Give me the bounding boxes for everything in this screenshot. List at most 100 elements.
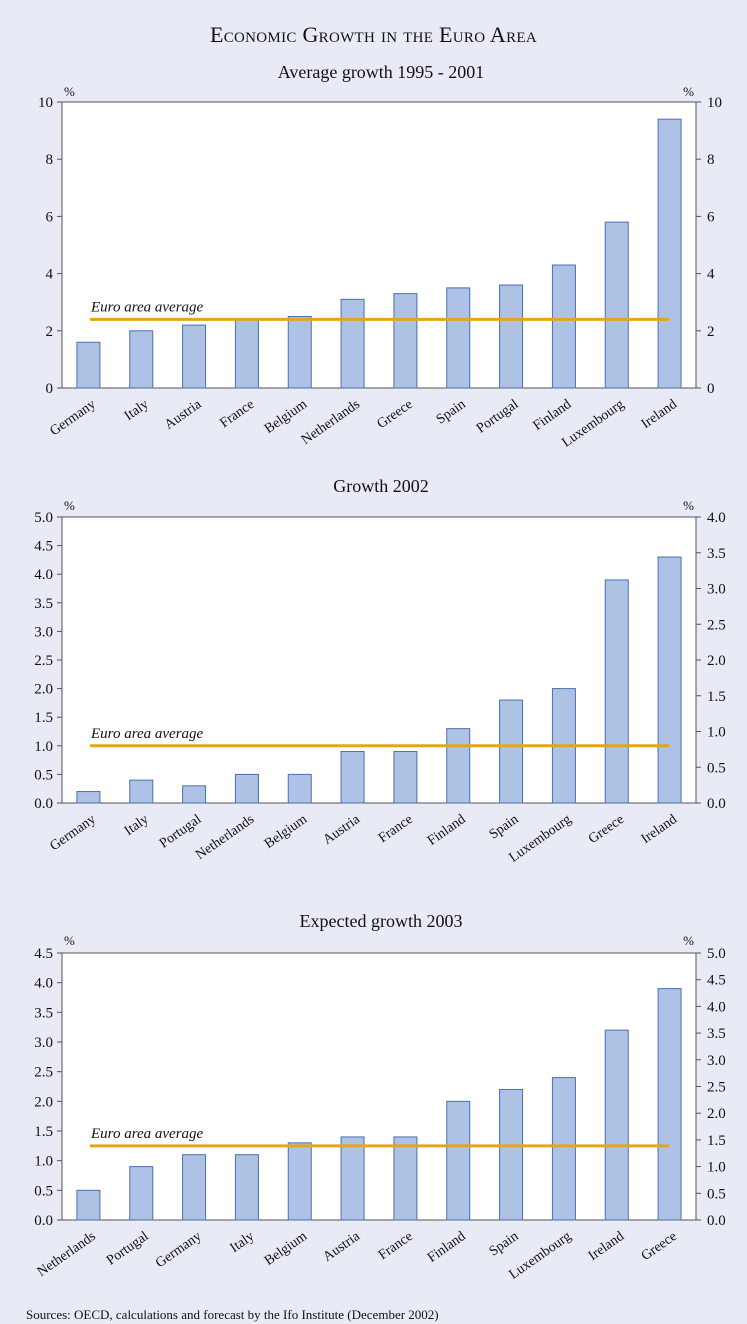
chart-subtitle: Average growth 1995 - 2001 bbox=[278, 62, 485, 82]
bar-france bbox=[393, 1136, 418, 1221]
left-tick-label: 0.5 bbox=[34, 1183, 53, 1199]
left-tick-label: 2.5 bbox=[34, 653, 53, 669]
category-label: Netherlands bbox=[299, 397, 363, 448]
right-tick-label: 2.0 bbox=[707, 1106, 726, 1122]
bar-finland bbox=[446, 728, 471, 804]
right-tick-label: 5.0 bbox=[707, 946, 726, 962]
right-tick-label: 10 bbox=[707, 95, 722, 111]
bar-france bbox=[393, 751, 418, 804]
left-tick-label: 2.0 bbox=[34, 682, 53, 698]
chart-avg-growth-1995-2001: Average growth 1995 - 2001% % 0 2 4 6 8 10 0 2 4 6 8… bbox=[38, 62, 722, 451]
category-label: Ireland bbox=[639, 397, 680, 432]
bar-netherlands bbox=[76, 1189, 101, 1221]
category-label: Italy bbox=[122, 397, 152, 424]
bar-finland bbox=[551, 264, 576, 389]
right-axis-unit: % bbox=[683, 498, 694, 513]
left-tick-label: 0.0 bbox=[34, 796, 53, 812]
bar-spain bbox=[499, 699, 524, 804]
right-tick-label: 4.0 bbox=[707, 510, 726, 526]
category-label: Germany bbox=[153, 1229, 204, 1271]
euro-average-label: Euro area average bbox=[90, 726, 204, 742]
bar-austria bbox=[340, 1136, 365, 1221]
right-tick-label: 2.5 bbox=[707, 617, 726, 633]
right-tick-label: 0.0 bbox=[707, 796, 726, 812]
bar-ireland bbox=[657, 556, 682, 804]
bar-austria bbox=[182, 324, 207, 389]
bar-france bbox=[234, 318, 259, 389]
left-tick-label: 4 bbox=[46, 267, 54, 283]
category-label: Greece bbox=[639, 1229, 680, 1264]
bar-belgium bbox=[287, 773, 312, 804]
category-label: Belgium bbox=[262, 1229, 310, 1269]
left-tick-label: 6 bbox=[46, 209, 54, 225]
left-tick-label: 4.5 bbox=[34, 539, 53, 555]
left-axis-unit: % bbox=[64, 84, 75, 99]
category-label: Portugal bbox=[104, 1229, 152, 1269]
left-axis-unit: % bbox=[64, 933, 75, 948]
bar-luxembourg bbox=[551, 1077, 576, 1221]
category-label: Spain bbox=[487, 812, 522, 843]
right-tick-label: 0.5 bbox=[707, 760, 726, 776]
right-tick-label: 3.0 bbox=[707, 1053, 726, 1069]
left-tick-label: 4.0 bbox=[34, 567, 53, 583]
chart-expected-growth-2003: Expected growth 2003% % 0.0 0.5 1.0 1.5 2.0 2.5… bbox=[34, 911, 726, 1283]
left-tick-label: 1.5 bbox=[34, 1124, 53, 1140]
bar-greece bbox=[657, 988, 682, 1221]
right-tick-label: 1.0 bbox=[707, 725, 726, 741]
chart-growth-2002: Growth 2002% % 0.0 0.5 1.0 1.5 2.0 2.5 3.0 3.5 4.0… bbox=[34, 476, 726, 866]
left-tick-label: 0.5 bbox=[34, 767, 53, 783]
left-tick-label: 2 bbox=[46, 324, 54, 340]
left-tick-label: 1.0 bbox=[34, 1154, 53, 1170]
category-label: Netherlands bbox=[193, 812, 257, 863]
bar-italy bbox=[234, 1154, 259, 1221]
bar-spain bbox=[499, 1088, 524, 1221]
right-tick-label: 3.5 bbox=[707, 1026, 726, 1042]
bar-ireland bbox=[657, 118, 682, 389]
category-label: Portugal bbox=[474, 397, 522, 437]
category-label: France bbox=[376, 1229, 416, 1263]
euro-average-label: Euro area average bbox=[90, 1126, 204, 1142]
right-tick-label: 4 bbox=[707, 267, 715, 283]
plot-area bbox=[61, 516, 697, 804]
category-label: Finland bbox=[531, 397, 575, 434]
bar-portugal bbox=[499, 284, 524, 389]
category-label: Spain bbox=[434, 397, 469, 428]
plot-area bbox=[61, 101, 697, 389]
category-label: Belgium bbox=[262, 397, 310, 437]
bar-portugal bbox=[129, 1166, 154, 1221]
left-tick-label: 1.5 bbox=[34, 710, 53, 726]
chart-subtitle: Growth 2002 bbox=[333, 476, 429, 496]
category-label: Ireland bbox=[586, 1229, 627, 1264]
bar-germany bbox=[76, 791, 101, 804]
right-axis-unit: % bbox=[683, 933, 694, 948]
right-tick-label: 1.0 bbox=[707, 1160, 726, 1176]
bar-netherlands bbox=[340, 298, 365, 389]
category-label: Austria bbox=[321, 812, 364, 848]
bar-belgium bbox=[287, 1142, 312, 1221]
left-tick-label: 2.0 bbox=[34, 1094, 53, 1110]
left-axis-unit: % bbox=[64, 498, 75, 513]
bar-belgium bbox=[287, 316, 312, 389]
left-tick-label: 3.5 bbox=[34, 596, 53, 612]
category-label: Greece bbox=[586, 812, 627, 847]
bar-austria bbox=[340, 751, 365, 804]
right-axis-unit: % bbox=[683, 84, 694, 99]
right-tick-label: 2.0 bbox=[707, 653, 726, 669]
category-label: Italy bbox=[122, 812, 152, 839]
right-tick-label: 3.0 bbox=[707, 582, 726, 598]
bar-germany bbox=[76, 341, 101, 389]
category-label: Ireland bbox=[639, 812, 680, 847]
right-tick-label: 3.5 bbox=[707, 546, 726, 562]
bar-finland bbox=[446, 1100, 471, 1221]
category-label: Portugal bbox=[157, 812, 205, 852]
main-title: Economic Growth in the Euro Area bbox=[209, 22, 538, 47]
category-label: France bbox=[376, 812, 416, 846]
right-tick-label: 1.5 bbox=[707, 1133, 726, 1149]
right-tick-label: 0.0 bbox=[707, 1213, 726, 1229]
category-label: Germany bbox=[47, 397, 98, 439]
category-label: France bbox=[217, 397, 257, 431]
right-tick-label: 8 bbox=[707, 152, 715, 168]
left-tick-label: 4.5 bbox=[34, 946, 53, 962]
right-tick-label: 2.5 bbox=[707, 1080, 726, 1096]
left-tick-label: 8 bbox=[46, 152, 54, 168]
